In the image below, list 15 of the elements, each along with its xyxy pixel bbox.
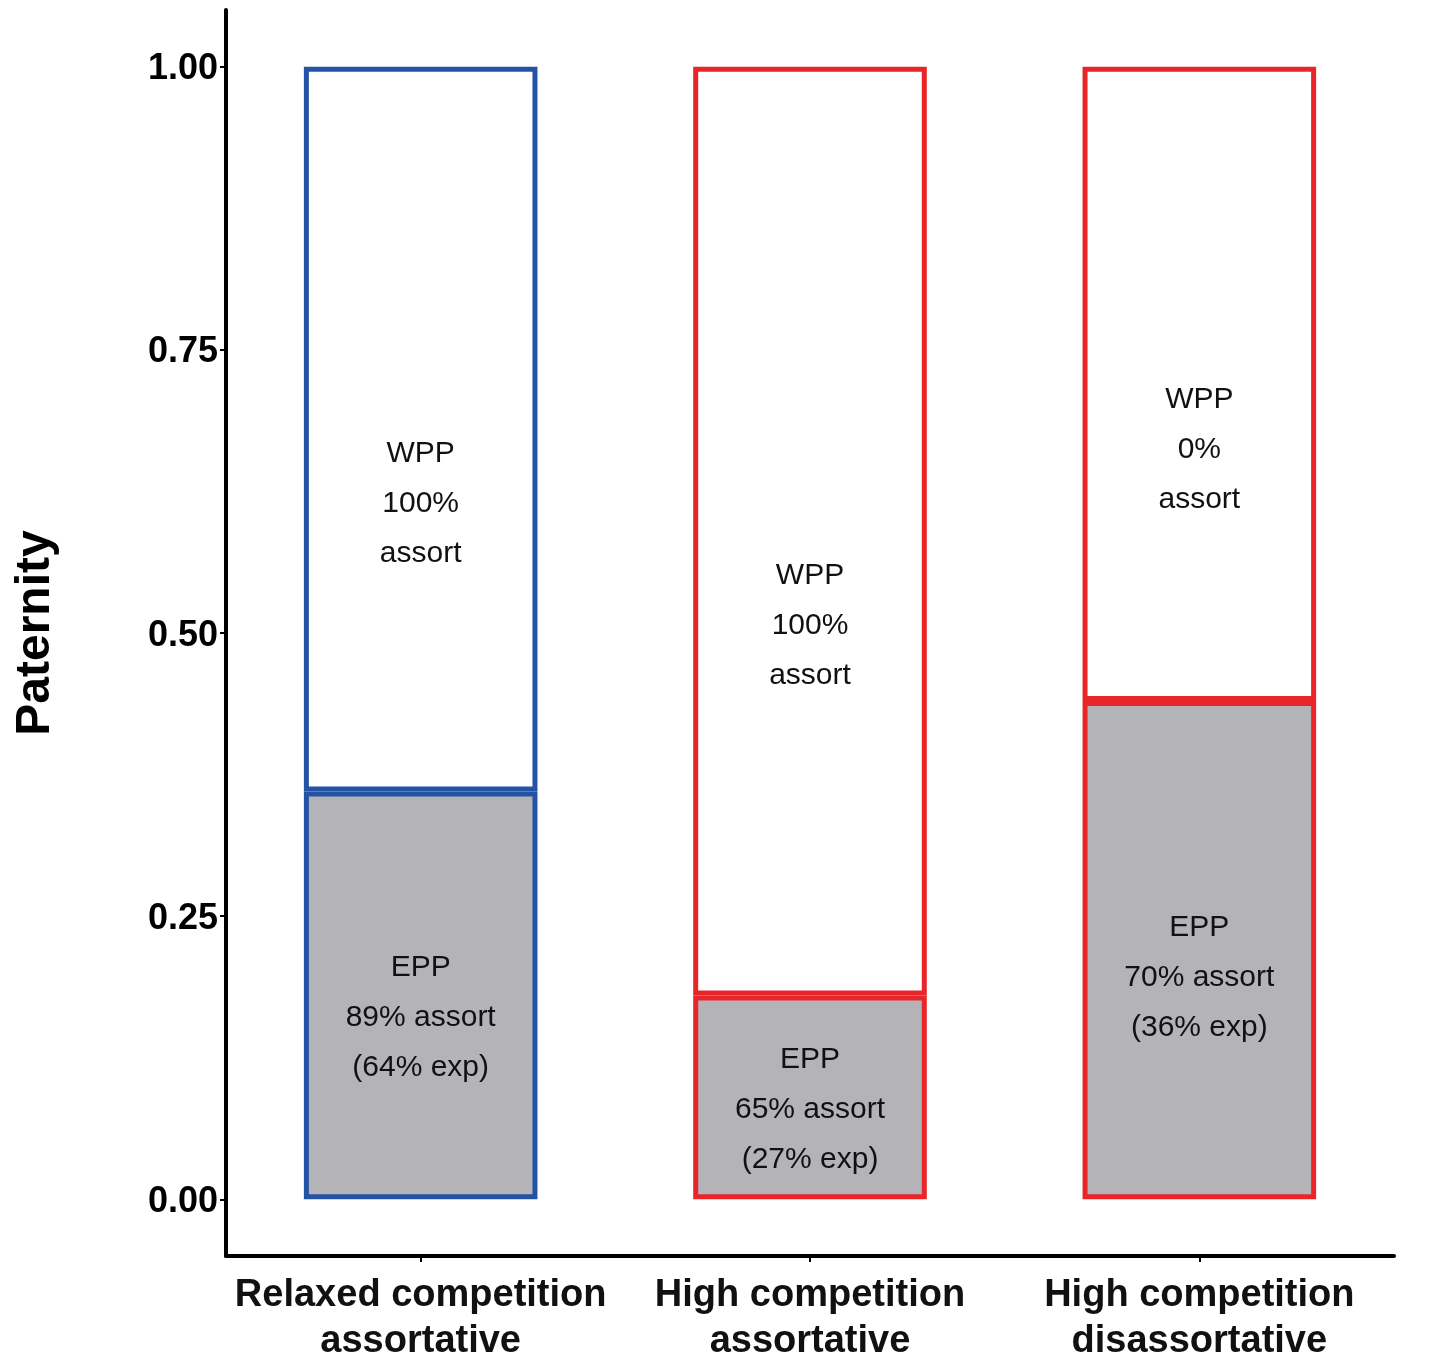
y-axis-title: Paternity [5,529,59,736]
annotation: WPP 100% assort [379,435,463,569]
x-tick-label: Relaxed competition assortative [234,1272,607,1360]
y-tick-label: 1.00 [147,46,218,88]
y-tick-label: 0.75 [147,329,218,371]
y-tick-label: 0.50 [147,612,218,654]
annotation: WPP 100% assort [769,557,852,691]
y-tick-label: 0.25 [147,895,218,937]
annotation: EPP 89% assort (64% exp) [345,949,497,1083]
x-tick-label: High competition disassortative [1044,1272,1355,1360]
x-tick-label: High competition assortative [654,1272,966,1360]
y-tick-label: 0.00 [147,1178,218,1220]
annotation: EPP 65% assort (27% exp) [734,1041,886,1175]
annotation: EPP 70% assort (36% exp) [1124,908,1276,1042]
annotation: WPP 0% assort [1158,380,1241,514]
